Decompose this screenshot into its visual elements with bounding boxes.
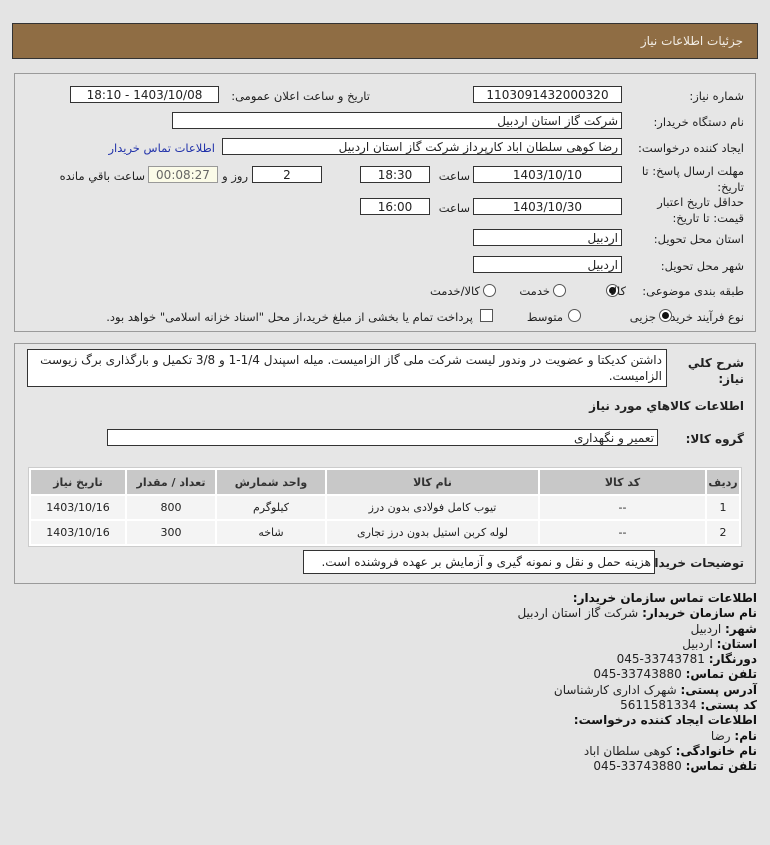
- deadline-time-field[interactable]: 18:30: [360, 166, 430, 183]
- family-label: نام خانوادگی:: [675, 743, 757, 758]
- cell-qty: 300: [127, 521, 215, 544]
- process-medium-radio[interactable]: [568, 309, 581, 322]
- postal-value: 5611581334: [620, 698, 697, 713]
- city-label: شهر:: [725, 621, 757, 636]
- name-label: نام:: [734, 728, 757, 743]
- need-number-field[interactable]: 1103091432000320: [473, 86, 622, 103]
- category-both-radio[interactable]: [483, 284, 496, 297]
- validity-label: حداقل تاریخ اعتبار قیمت: تا تاریخ:: [657, 195, 744, 225]
- buyer-field[interactable]: شرکت گاز استان اردبیل: [172, 112, 622, 129]
- goods-section-title: اطلاعات كالاهاي مورد نياز: [589, 399, 744, 413]
- table-row: 2 -- لوله کربن استیل بدون درز تجاری شاخه…: [31, 521, 739, 544]
- announce-label: تاریخ و ساعت اعلان عمومی:: [231, 89, 370, 103]
- fax-value: 045-33743781: [616, 652, 705, 667]
- category-goods-label: کالا: [610, 284, 626, 298]
- table-header-row: ردیف کد کالا نام کالا واحد شمارش تعداد /…: [31, 470, 739, 494]
- cell-name: لوله کربن استیل بدون درز تجاری: [327, 521, 538, 544]
- cell-unit: شاخه: [217, 521, 325, 544]
- description-label: شرح كلي نياز:: [687, 356, 744, 386]
- buyer-notes-label: توضیحات خریدار:: [642, 556, 744, 570]
- validity-date-field[interactable]: 1403/10/30: [473, 198, 622, 215]
- col-name: نام کالا: [327, 470, 538, 494]
- validity-time-label: ساعت: [438, 201, 470, 215]
- buyer-notes-field: هزینه حمل و نقل و نمونه گیری و آزمایش بر…: [303, 550, 655, 574]
- province-field[interactable]: اردبیل: [473, 229, 622, 246]
- cell-name: تیوب کامل فولادی بدون درز: [327, 496, 538, 519]
- treasury-payment-checkbox[interactable]: [480, 309, 493, 322]
- need-number-label: شماره نياز:: [689, 89, 744, 103]
- city-value: اردبیل: [690, 621, 722, 636]
- creator-phone-value: 045-33743880: [593, 759, 682, 774]
- category-service-label: خدمت: [519, 284, 550, 298]
- process-medium-label: متوسط: [526, 310, 563, 324]
- org-label: نام سازمان خریدار:: [642, 606, 757, 621]
- cell-date: 1403/10/16: [31, 521, 125, 544]
- process-minor-radio[interactable]: [659, 309, 672, 322]
- postal-label: کد پستی:: [700, 698, 757, 713]
- page-title: جزئیات اطلاعات نیاز: [640, 34, 743, 48]
- goods-group-label: گروه کالا:: [685, 432, 744, 446]
- cell-code: --: [540, 521, 705, 544]
- fax-label: دورنگار:: [708, 652, 757, 667]
- col-unit: واحد شمارش: [217, 470, 325, 494]
- col-code: کد کالا: [540, 470, 705, 494]
- page-header: جزئیات اطلاعات نیاز: [12, 23, 758, 59]
- province-value: اردبیل: [682, 636, 713, 651]
- address-value: شهرک اداری کارشناسان: [553, 682, 677, 697]
- category-service-radio[interactable]: [553, 284, 566, 297]
- deadline-date-field[interactable]: 1403/10/10: [473, 166, 622, 183]
- days-field[interactable]: 2: [252, 166, 322, 183]
- cell-unit: کیلوگرم: [217, 496, 325, 519]
- phone-value: 045-33743880: [593, 667, 682, 682]
- family-value: کوهی سلطان اباد: [583, 743, 672, 758]
- process-label: نوع فرآیند خرید :: [662, 310, 744, 324]
- province-label: استان محل تحویل:: [653, 232, 744, 246]
- city-label: شهر محل تحویل:: [660, 259, 744, 273]
- cell-code: --: [540, 496, 705, 519]
- name-value: رضا: [710, 728, 731, 743]
- category-label: طبقه بندی موضوعی:: [642, 284, 744, 298]
- announce-field[interactable]: 1403/10/08 - 18:10: [70, 86, 219, 103]
- cell-qty: 800: [127, 496, 215, 519]
- city-field[interactable]: اردبیل: [473, 256, 622, 273]
- days-label: روز و: [222, 169, 248, 183]
- deadline-label: مهلت ارسال پاسخ: تا تاریخ:: [641, 164, 744, 194]
- description-field: داشتن کدیکتا و عضویت در وندور لیست شرکت …: [27, 349, 667, 387]
- buyer-contact-link[interactable]: اطلاعات تماس خريدار: [108, 141, 215, 155]
- validity-time-field[interactable]: 16:00: [360, 198, 430, 215]
- cell-row: 2: [707, 521, 739, 544]
- creator-title: اطلاعات ایجاد کننده درخواست:: [573, 713, 757, 728]
- col-date: تاریخ نیاز: [31, 470, 125, 494]
- goods-group-field: تعمیر و نگهداری: [107, 429, 658, 446]
- phone-label: تلفن تماس:: [685, 667, 757, 682]
- goods-table: ردیف کد کالا نام کالا واحد شمارش تعداد /…: [28, 467, 742, 547]
- process-minor-label: جزیی: [629, 310, 656, 324]
- deadline-time-label: ساعت: [438, 169, 470, 183]
- address-label: آدرس پستی:: [680, 682, 757, 697]
- remaining-label: ساعت باقي مانده: [59, 169, 145, 183]
- remaining-time-field: 00:08:27: [148, 166, 218, 183]
- treasury-payment-note: پرداخت تمام یا بخشی از مبلغ خرید،از محل …: [106, 310, 473, 324]
- province-label: استان:: [716, 636, 757, 651]
- creator-field[interactable]: رضا کوهی سلطان اباد کارپرداز شرکت گاز اس…: [222, 138, 622, 155]
- category-both-label: کالا/خدمت: [429, 284, 480, 298]
- creator-phone-label: تلفن تماس:: [685, 759, 757, 774]
- cell-date: 1403/10/16: [31, 496, 125, 519]
- col-qty: تعداد / مقدار: [127, 470, 215, 494]
- buyer-label: نام دستگاه خريدار:: [653, 115, 744, 129]
- creator-label: ايجاد کننده درخواست:: [638, 141, 744, 155]
- contact-info: اطلاعات تماس سازمان خریدار: نام سازمان خ…: [517, 591, 757, 775]
- contact-title: اطلاعات تماس سازمان خریدار:: [572, 591, 757, 605]
- table-row: 1 -- تیوب کامل فولادی بدون درز کیلوگرم 8…: [31, 496, 739, 519]
- category-goods-radio[interactable]: [606, 284, 619, 297]
- col-row: ردیف: [707, 470, 739, 494]
- cell-row: 1: [707, 496, 739, 519]
- org-value: شرکت گاز استان اردبیل: [517, 606, 639, 621]
